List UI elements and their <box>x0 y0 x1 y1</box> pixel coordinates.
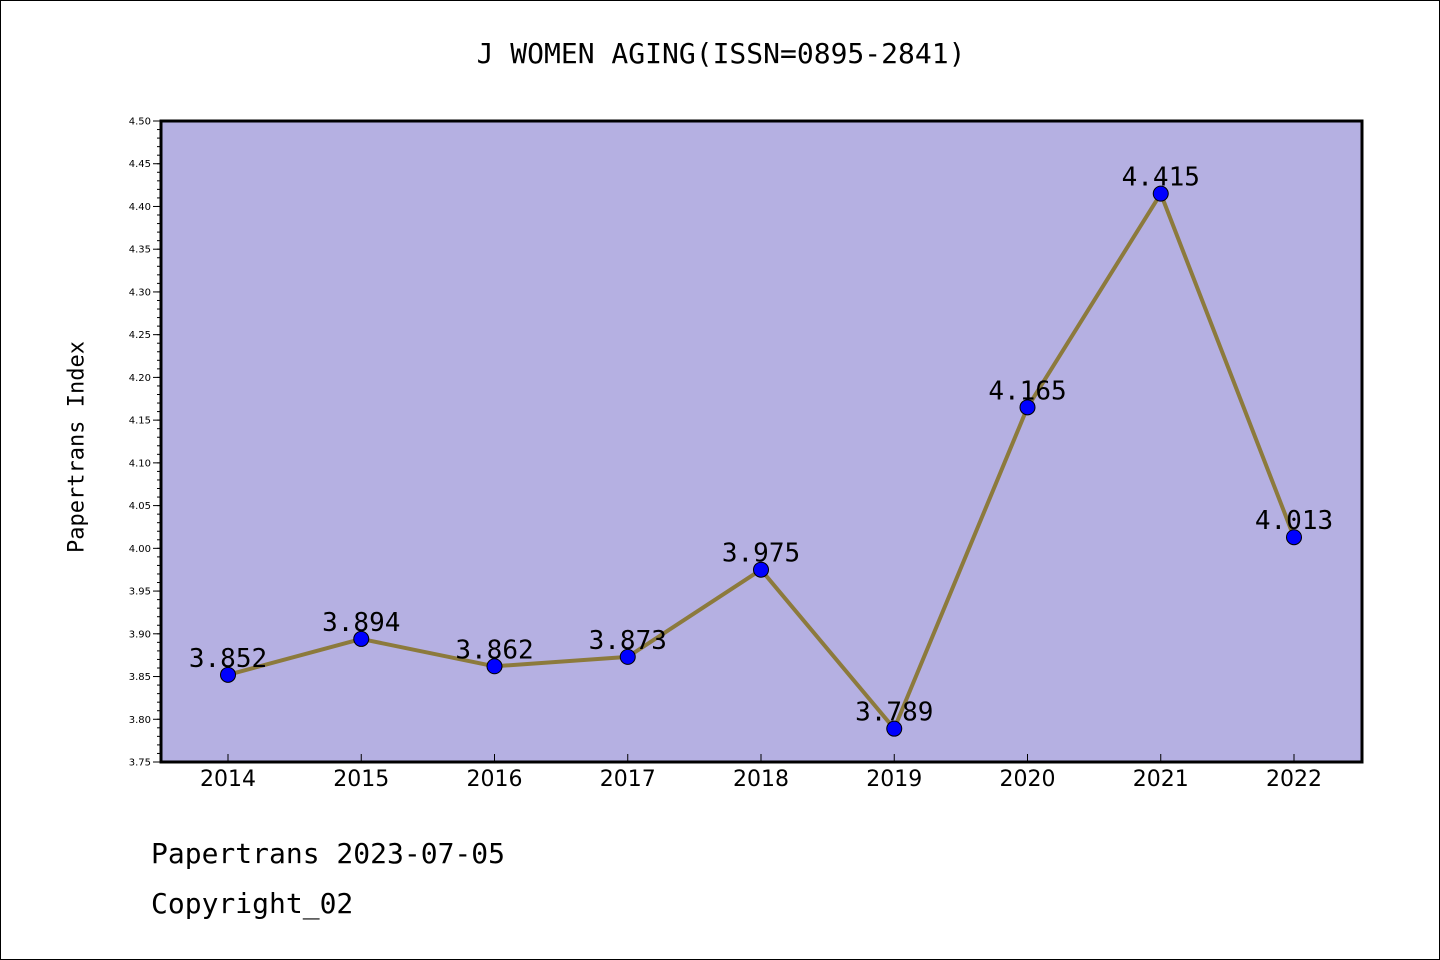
x-tick-label: 2016 <box>467 767 523 792</box>
y-tick-label: 4.40 <box>129 202 151 213</box>
x-tick-label: 2014 <box>200 767 256 792</box>
x-tick-label: 2018 <box>733 767 789 792</box>
x-tick-label: 2022 <box>1266 767 1322 792</box>
plot-area <box>161 121 1362 762</box>
data-label: 4.415 <box>1122 163 1200 193</box>
data-point <box>886 720 903 737</box>
data-point <box>486 658 503 675</box>
data-label: 3.852 <box>189 644 267 674</box>
data-label: 3.975 <box>722 539 800 569</box>
x-tick-label: 2017 <box>600 767 656 792</box>
data-label: 4.165 <box>988 376 1066 406</box>
y-tick-label: 3.95 <box>129 587 151 598</box>
footer-copyright: Copyright_02 <box>151 887 354 920</box>
chart-title: J WOMEN AGING(ISSN=0895-2841) <box>476 37 966 70</box>
y-tick-label: 4.25 <box>129 330 151 341</box>
footer-date: Papertrans 2023-07-05 <box>151 837 506 870</box>
x-tick-label: 2019 <box>866 767 922 792</box>
y-tick-label: 3.90 <box>129 629 151 640</box>
y-tick-label: 3.80 <box>129 715 151 726</box>
x-tick-label: 2015 <box>333 767 389 792</box>
y-tick-label: 4.50 <box>129 117 151 128</box>
y-tick-label: 3.75 <box>129 758 151 769</box>
x-axis: 2014 2015 2016 2017 2018 2019 2020 2021 2022 <box>200 754 1322 792</box>
y-tick-label: 4.05 <box>129 501 151 512</box>
data-label: 3.789 <box>855 698 933 728</box>
data-point <box>753 561 769 578</box>
data-label: 3.862 <box>455 635 533 665</box>
y-tick-label: 4.35 <box>129 245 151 256</box>
y-tick-label: 4.20 <box>129 373 151 384</box>
data-label: 3.894 <box>322 608 400 638</box>
data-label: 4.013 <box>1255 506 1333 536</box>
y-axis: 3.75 3.80 3.85 3.90 3.95 4.00 4.05 4.10 4.15 4.20… <box>129 117 161 769</box>
y-tick-label: 4.15 <box>129 416 151 427</box>
data-point <box>220 666 236 683</box>
series-group: 3.852 3.894 3.862 3.873 3.975 3.789 4.165 4.415… <box>189 163 1333 737</box>
data-point <box>353 630 370 647</box>
data-point <box>1286 529 1302 546</box>
plot-frame <box>159 119 1364 764</box>
y-tick-label: 4.00 <box>129 544 151 555</box>
x-tick-label: 2021 <box>1133 767 1189 792</box>
data-point <box>1152 185 1169 202</box>
y-tick-label: 4.10 <box>129 458 151 469</box>
y-tick-label: 3.85 <box>129 672 151 683</box>
data-point <box>1019 399 1036 416</box>
y-tick-label: 4.45 <box>129 159 151 170</box>
data-label: 3.873 <box>589 626 667 656</box>
data-point <box>619 648 636 665</box>
x-tick-label: 2020 <box>1000 767 1056 792</box>
y-tick-label: 4.30 <box>129 287 151 298</box>
